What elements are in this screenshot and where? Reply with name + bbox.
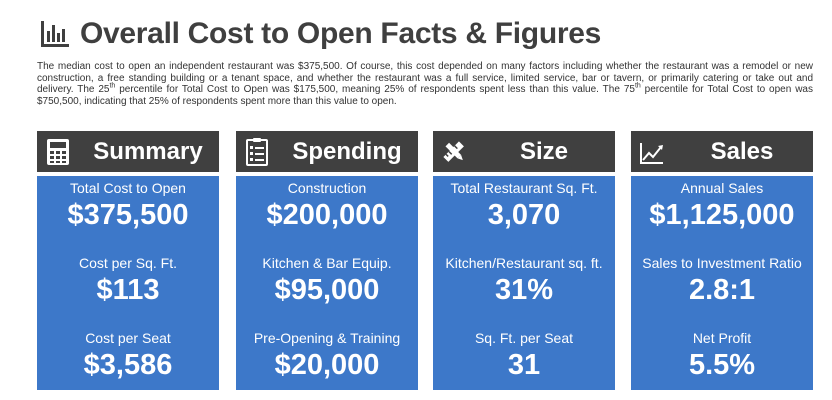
metric-value: 31 (507, 349, 541, 381)
metric-label: Net Profit (692, 330, 752, 346)
spending-card-header: Spending (236, 131, 418, 172)
summary-card-title: Summary (93, 138, 203, 165)
spending-card-title: Spending (292, 138, 402, 165)
spending-card: Spending Construction $200,000 Kitchen &… (236, 131, 418, 390)
metric-label: Cost per Seat (85, 330, 171, 346)
metric-kitchen-ratio: Kitchen/Restaurant sq. ft. 31% (433, 255, 615, 307)
metric-label: Total Cost to Open (70, 180, 186, 196)
metric-value: $3,586 (83, 349, 173, 381)
metric-kitchen-bar-equip: Kitchen & Bar Equip. $95,000 (236, 255, 418, 307)
metric-label: Annual Sales (680, 180, 764, 196)
size-card: Size Total Restaurant Sq. Ft. 3,070 Kitc… (433, 131, 615, 390)
bar-chart-icon (41, 21, 69, 47)
metric-pre-opening: Pre-Opening & Training $20,000 (236, 330, 418, 382)
metric-label: Construction (287, 180, 367, 196)
metric-value: $95,000 (274, 274, 380, 306)
metric-label: Cost per Sq. Ft. (78, 255, 178, 271)
summary-card: Summary Total Cost to Open $375,500 Cost… (37, 131, 219, 390)
page-header: Overall Cost to Open Facts & Figures (40, 14, 601, 54)
size-card-title: Size (519, 138, 569, 165)
calculator-icon (47, 139, 69, 165)
summary-card-body: Total Cost to Open $375,500 Cost per Sq.… (37, 176, 219, 390)
metric-total-sqft: Total Restaurant Sq. Ft. 3,070 (433, 180, 615, 232)
metric-value: 5.5% (688, 349, 756, 381)
metric-value: 2.8:1 (688, 274, 756, 306)
sales-card-header: Sales (631, 131, 813, 172)
metric-cost-per-seat: Cost per Seat $3,586 (37, 330, 219, 382)
checklist-icon (246, 138, 268, 166)
metric-sqft-per-seat: Sq. Ft. per Seat 31 (433, 330, 615, 382)
metric-construction: Construction $200,000 (236, 180, 418, 232)
metric-label: Kitchen & Bar Equip. (262, 255, 392, 271)
ruler-pencil-icon (443, 141, 464, 162)
metric-value: 3,070 (487, 199, 561, 231)
metric-net-profit: Net Profit 5.5% (631, 330, 813, 382)
metric-value: $113 (96, 274, 160, 306)
metric-label: Kitchen/Restaurant sq. ft. (445, 255, 603, 271)
metric-value: 31% (494, 274, 554, 306)
metric-label: Total Restaurant Sq. Ft. (450, 180, 598, 196)
line-chart-icon (640, 143, 663, 164)
metric-value: $375,500 (67, 199, 189, 231)
metric-label: Pre-Opening & Training (253, 330, 401, 346)
intro-paragraph: The median cost to open an independent r… (37, 61, 813, 107)
metric-value: $20,000 (274, 349, 380, 381)
metric-value: $200,000 (266, 199, 388, 231)
sales-card-title: Sales (710, 138, 774, 165)
page-title: Overall Cost to Open Facts & Figures (80, 17, 601, 50)
metric-label: Sales to Investment Ratio (642, 255, 802, 271)
metric-annual-sales: Annual Sales $1,125,000 (631, 180, 813, 232)
spending-card-body: Construction $200,000 Kitchen & Bar Equi… (236, 176, 418, 390)
metric-total-cost: Total Cost to Open $375,500 (37, 180, 219, 232)
metric-cost-per-sqft: Cost per Sq. Ft. $113 (37, 255, 219, 307)
metric-sales-investment-ratio: Sales to Investment Ratio 2.8:1 (631, 255, 813, 307)
summary-card-header: Summary (37, 131, 219, 172)
metric-label: Sq. Ft. per Seat (474, 330, 574, 346)
size-card-body: Total Restaurant Sq. Ft. 3,070 Kitchen/R… (433, 176, 615, 390)
sales-card: Sales Annual Sales $1,125,000 Sales to I… (631, 131, 813, 390)
metric-value: $1,125,000 (649, 199, 795, 231)
sales-card-body: Annual Sales $1,125,000 Sales to Investm… (631, 176, 813, 390)
size-card-header: Size (433, 131, 615, 172)
